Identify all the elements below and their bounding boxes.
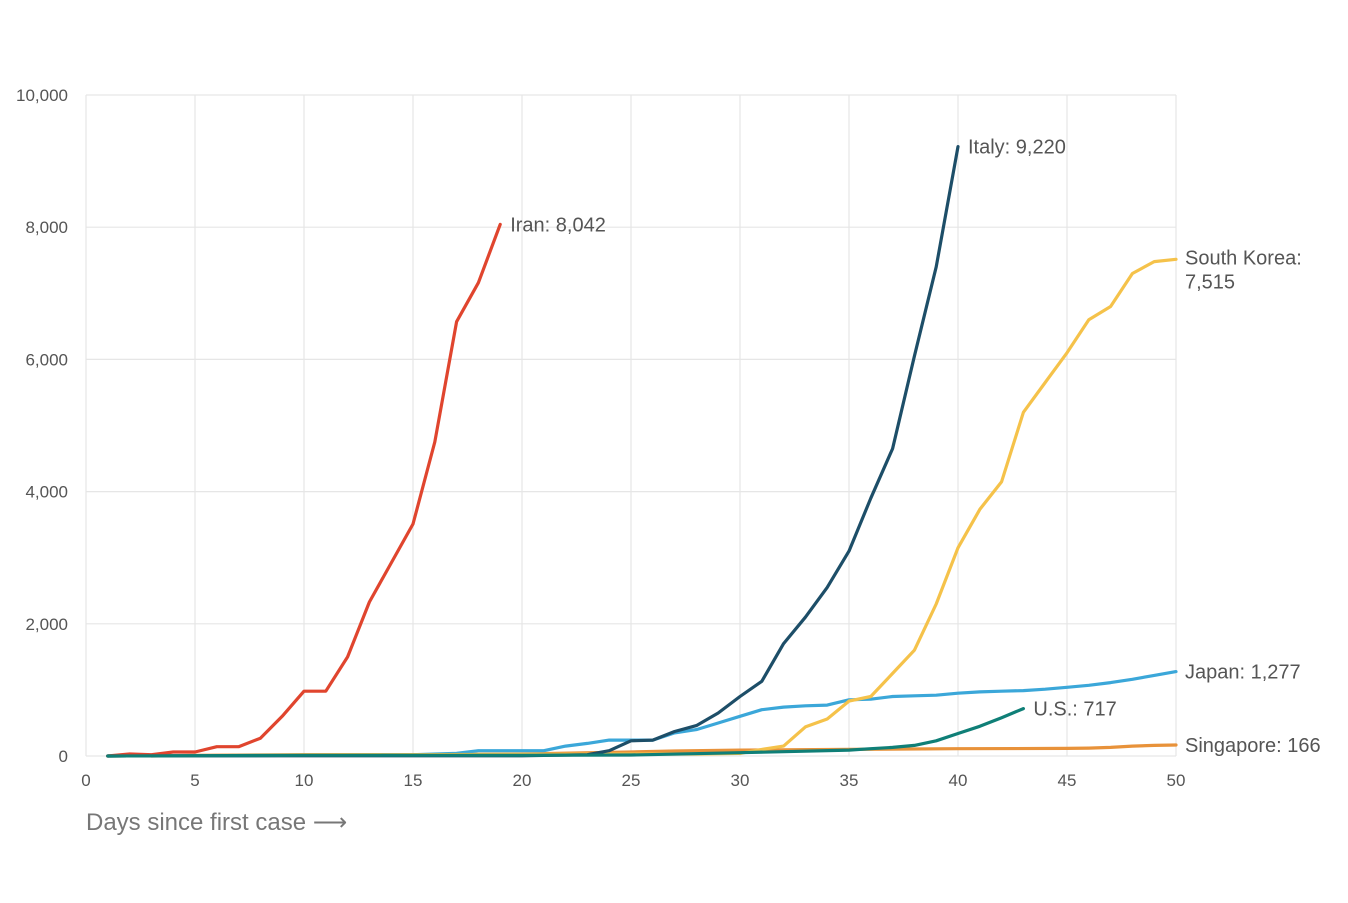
- x-tick-label: 50: [1167, 771, 1186, 790]
- x-tick-label: 30: [731, 771, 750, 790]
- series-line-italy: [106, 145, 960, 758]
- series-label-south-korea: South Korea: 7,515: [1185, 247, 1302, 293]
- series-line-u-s: [106, 706, 1026, 758]
- series-line-south-korea: [106, 257, 1178, 758]
- grid: [85, 94, 1177, 757]
- y-axis-ticks: 0 2,000 4,000 6,000 8,000 10,000: [16, 86, 68, 766]
- y-tick-label: 10,000: [16, 86, 68, 105]
- series-lines: [106, 145, 1178, 758]
- y-tick-label: 6,000: [25, 350, 68, 369]
- x-axis-title: Days since first case ⟶: [86, 809, 347, 836]
- y-tick-label: 4,000: [25, 483, 68, 502]
- x-tick-label: 15: [404, 771, 423, 790]
- series-label-singapore: Singapore: 166: [1185, 735, 1321, 757]
- y-tick-label: 0: [59, 747, 68, 766]
- y-tick-label: 8,000: [25, 218, 68, 237]
- x-tick-label: 25: [622, 771, 641, 790]
- x-tick-label: 40: [949, 771, 968, 790]
- x-tick-label: 5: [190, 771, 199, 790]
- x-tick-label: 35: [840, 771, 859, 790]
- y-tick-label: 2,000: [25, 615, 68, 634]
- x-tick-label: 20: [513, 771, 532, 790]
- x-tick-label: 10: [295, 771, 314, 790]
- series-label-italy: Italy: 9,220: [968, 137, 1066, 159]
- series-line-iran: [106, 222, 502, 758]
- x-tick-label: 45: [1058, 771, 1077, 790]
- series-label-u-s: U.S.: 717: [1033, 699, 1116, 721]
- series-line-japan: [106, 669, 1178, 758]
- x-tick-label: 0: [81, 771, 90, 790]
- series-end-labels: Singapore: 166 Japan: 1,277 South Korea: 7,…: [510, 137, 1320, 757]
- x-axis-ticks: 0 5 10 15 20 25 30 35 40 45 50: [81, 771, 1185, 790]
- series-label-japan: Japan: 1,277: [1185, 662, 1301, 684]
- series-label-iran: Iran: 8,042: [510, 214, 606, 236]
